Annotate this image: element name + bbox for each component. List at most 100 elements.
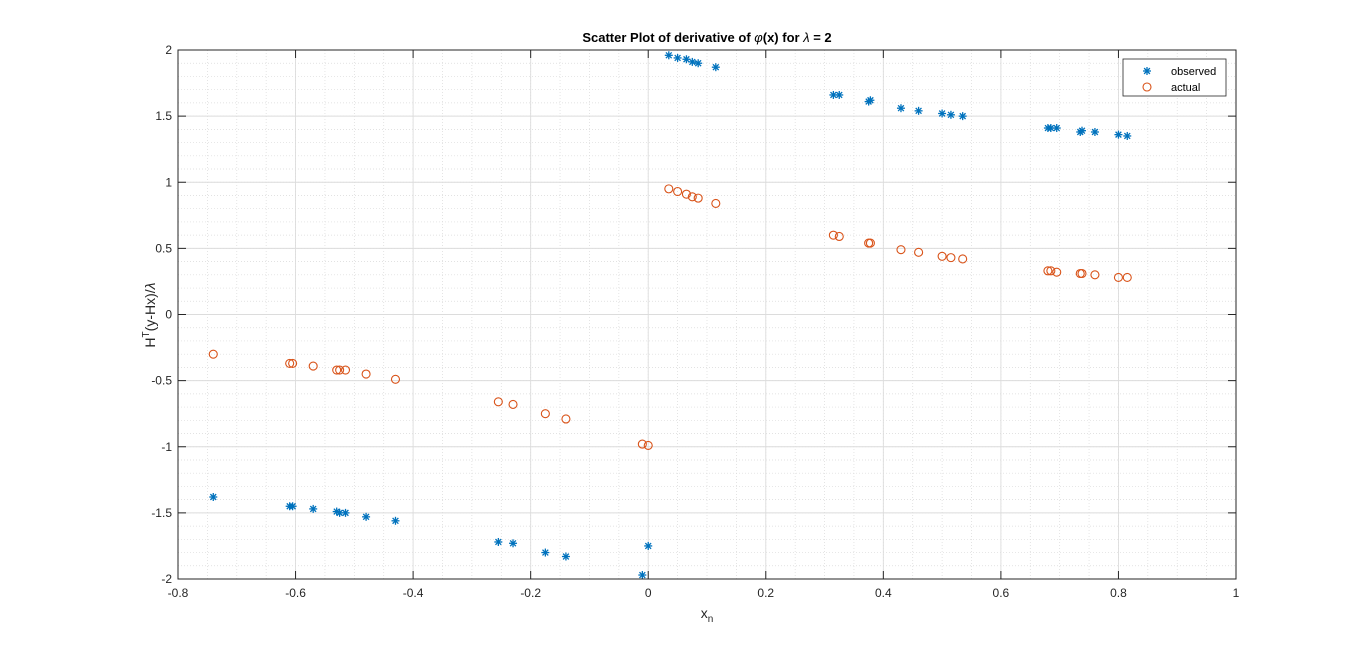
point-observed bbox=[1046, 124, 1055, 133]
legend-marker-observed bbox=[1143, 67, 1151, 75]
point-actual bbox=[1122, 272, 1132, 283]
legend-label-actual: actual bbox=[1171, 82, 1200, 94]
point-observed bbox=[638, 571, 647, 580]
point-observed bbox=[561, 552, 570, 561]
point-actual bbox=[865, 238, 875, 248]
marker-stroke bbox=[336, 509, 343, 517]
point-observed bbox=[1052, 124, 1061, 133]
point-actual bbox=[937, 251, 947, 261]
point-actual bbox=[332, 365, 342, 375]
point-actual bbox=[711, 198, 721, 208]
marker-stroke bbox=[362, 513, 370, 521]
marker-stroke bbox=[644, 542, 652, 550]
marker-stroke bbox=[542, 549, 549, 556]
legend: observed actual bbox=[1122, 58, 1227, 97]
x-tick-label: 0.6 bbox=[993, 586, 1010, 600]
point-actual bbox=[664, 184, 674, 194]
marker-stroke bbox=[1047, 124, 1055, 132]
point-observed bbox=[1078, 126, 1087, 135]
legend-label-observed: observed bbox=[1171, 66, 1216, 78]
point-actual bbox=[390, 374, 401, 384]
point-actual bbox=[643, 440, 653, 450]
y-tick-label: 1 bbox=[165, 175, 172, 189]
marker-stroke bbox=[694, 59, 702, 67]
point-observed bbox=[694, 59, 703, 68]
marker-stroke bbox=[665, 51, 673, 59]
marker-stroke bbox=[897, 104, 905, 112]
point-actual bbox=[693, 193, 703, 203]
point-observed bbox=[711, 63, 720, 72]
marker-stroke bbox=[674, 54, 681, 62]
legend-marker-actual bbox=[1142, 82, 1152, 92]
point-actual bbox=[914, 247, 924, 257]
point-observed bbox=[938, 109, 947, 118]
marker-stroke bbox=[915, 107, 922, 115]
point-observed bbox=[1114, 130, 1123, 139]
marker-stroke bbox=[835, 91, 843, 99]
x-tick-label: -0.2 bbox=[520, 586, 541, 600]
y-tick-label: 0.5 bbox=[155, 241, 172, 255]
point-observed bbox=[914, 106, 923, 115]
x-tick-label: 1 bbox=[1233, 586, 1240, 600]
point-actual bbox=[208, 349, 218, 359]
marker-stroke bbox=[309, 505, 317, 513]
marker-stroke bbox=[1143, 67, 1151, 75]
point-actual bbox=[561, 414, 571, 424]
marker-stroke bbox=[639, 571, 646, 579]
marker-stroke bbox=[830, 91, 837, 99]
marker-stroke bbox=[509, 539, 517, 547]
point-actual bbox=[361, 369, 371, 379]
point-observed bbox=[835, 90, 844, 99]
y-tick-label: -2 bbox=[161, 572, 172, 586]
x-tick-label: 0.2 bbox=[757, 586, 774, 600]
marker-stroke bbox=[688, 58, 696, 66]
x-tick-labels: -0.8 -0.6 -0.4 -0.2 0 0.2 0.4 0.6 0.8 1 bbox=[168, 586, 1240, 600]
point-observed bbox=[309, 504, 318, 513]
point-observed bbox=[682, 55, 691, 64]
point-observed bbox=[673, 53, 682, 62]
marker-stroke bbox=[392, 517, 399, 525]
marker-stroke bbox=[867, 96, 874, 104]
point-observed bbox=[1090, 127, 1099, 136]
x-tick-label: 0 bbox=[645, 586, 652, 600]
point-observed bbox=[829, 90, 838, 99]
point-actual bbox=[335, 365, 345, 375]
series-observed bbox=[209, 51, 1132, 580]
point-actual bbox=[540, 409, 550, 419]
point-actual bbox=[681, 189, 691, 199]
legend-symbol-observed bbox=[1143, 67, 1151, 75]
y-axis-label: HT(y-Hx)/λ bbox=[141, 282, 158, 347]
point-observed bbox=[391, 516, 400, 525]
point-observed bbox=[509, 539, 518, 548]
point-actual bbox=[946, 253, 956, 263]
axis-ticks bbox=[177, 49, 1237, 580]
marker-stroke bbox=[209, 493, 217, 501]
point-observed bbox=[866, 96, 875, 105]
point-actual bbox=[958, 254, 968, 264]
point-actual bbox=[493, 397, 503, 407]
marker-stroke bbox=[938, 110, 946, 117]
marker-stroke bbox=[289, 502, 296, 510]
point-actual bbox=[896, 245, 906, 255]
point-observed bbox=[362, 512, 371, 521]
point-observed bbox=[688, 57, 697, 66]
point-actual bbox=[340, 365, 351, 375]
point-observed bbox=[341, 508, 350, 517]
y-tick-labels: -2 -1.5 -1 -0.5 0 0.5 1 1.5 2 bbox=[151, 43, 172, 586]
x-tick-label: -0.4 bbox=[403, 586, 424, 600]
x-tick-label: -0.6 bbox=[285, 586, 306, 600]
point-actual bbox=[1043, 266, 1053, 276]
x-tick-label: -0.8 bbox=[168, 586, 189, 600]
point-observed bbox=[541, 548, 550, 557]
x-tick-label: 0.8 bbox=[1110, 586, 1127, 600]
point-actual bbox=[1113, 272, 1123, 283]
point-actual bbox=[285, 358, 295, 368]
point-observed bbox=[288, 502, 297, 511]
point-observed bbox=[664, 51, 673, 60]
point-observed bbox=[896, 104, 905, 113]
marker-stroke bbox=[1091, 128, 1099, 136]
point-actual bbox=[673, 186, 683, 197]
legend-box bbox=[1122, 58, 1227, 97]
marker-stroke bbox=[959, 112, 967, 120]
